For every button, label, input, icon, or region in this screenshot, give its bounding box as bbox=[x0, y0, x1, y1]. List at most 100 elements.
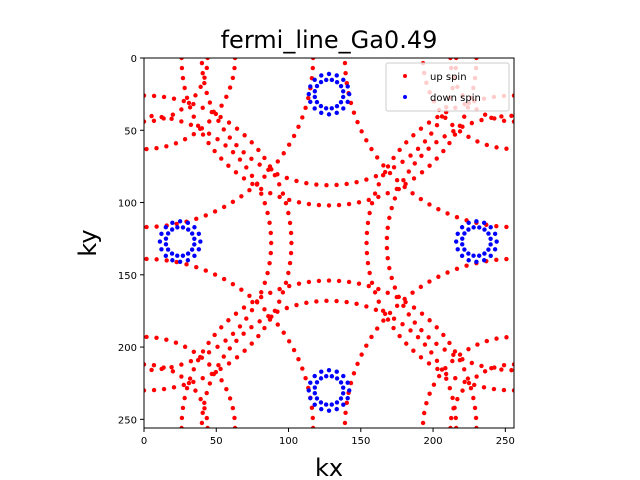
up-spin-point bbox=[448, 415, 454, 421]
up-spin-point bbox=[281, 151, 286, 156]
up-spin-point bbox=[250, 181, 255, 187]
up-spin-point bbox=[473, 415, 479, 421]
up-spin-point bbox=[442, 134, 447, 139]
up-spin-point bbox=[144, 256, 149, 262]
up-spin-point bbox=[434, 123, 440, 128]
down-spin-point bbox=[474, 219, 479, 224]
down-spin-point bbox=[157, 239, 163, 244]
up-spin-point bbox=[397, 147, 402, 153]
up-spin-point bbox=[391, 325, 396, 331]
up-spin-point bbox=[381, 318, 386, 323]
up-spin-point bbox=[249, 341, 254, 346]
up-spin-point bbox=[199, 420, 205, 426]
up-spin-point bbox=[419, 170, 425, 175]
up-spin-point bbox=[374, 326, 380, 331]
up-spin-point bbox=[184, 386, 190, 391]
up-spin-point bbox=[474, 58, 479, 61]
up-spin-point bbox=[256, 147, 261, 153]
up-spin-point bbox=[447, 340, 452, 346]
up-spin-point bbox=[429, 350, 434, 355]
up-spin-point bbox=[364, 240, 369, 246]
up-spin-point bbox=[221, 276, 227, 282]
down-spin-point bbox=[196, 231, 202, 237]
up-spin-point bbox=[179, 362, 184, 367]
legend-label-up-spin: up spin bbox=[430, 72, 467, 83]
up-spin-point bbox=[207, 119, 212, 124]
up-spin-point bbox=[249, 156, 254, 161]
up-spin-point bbox=[170, 369, 176, 374]
up-spin-point bbox=[351, 110, 357, 115]
up-spin-point bbox=[191, 132, 196, 137]
up-spin-point bbox=[144, 119, 147, 124]
up-spin-point bbox=[268, 250, 273, 256]
up-spin-point bbox=[287, 260, 293, 266]
up-spin-point bbox=[511, 362, 514, 367]
up-spin-point bbox=[230, 149, 236, 155]
up-spin-point bbox=[465, 376, 471, 381]
up-spin-point bbox=[227, 396, 233, 401]
up-spin-point bbox=[376, 182, 381, 187]
up-spin-point bbox=[369, 201, 375, 206]
down-spin-point bbox=[159, 247, 164, 252]
legend-marker-up-spin bbox=[403, 74, 407, 78]
up-spin-point bbox=[258, 294, 264, 300]
up-spin-point bbox=[272, 172, 278, 178]
up-spin-point bbox=[439, 367, 445, 372]
down-spin-point bbox=[462, 231, 467, 236]
up-spin-point bbox=[373, 174, 379, 179]
down-spin-point bbox=[175, 225, 180, 230]
up-spin-point bbox=[227, 85, 233, 90]
up-spin-point bbox=[387, 265, 392, 271]
up-spin-point bbox=[215, 344, 220, 349]
up-spin-point bbox=[262, 155, 267, 161]
up-spin-point bbox=[159, 366, 164, 372]
down-spin-point bbox=[314, 380, 320, 385]
down-spin-point bbox=[312, 373, 317, 379]
up-spin-point bbox=[188, 122, 194, 127]
up-spin-point bbox=[419, 311, 425, 316]
up-spin-point bbox=[364, 250, 370, 256]
up-spin-point bbox=[454, 214, 460, 220]
up-spin-point bbox=[436, 274, 441, 279]
down-spin-point bbox=[345, 380, 350, 385]
up-spin-point bbox=[366, 197, 371, 203]
down-spin-point bbox=[460, 242, 465, 247]
up-spin-point bbox=[457, 357, 463, 363]
up-spin-point bbox=[354, 301, 359, 307]
up-spin-point bbox=[472, 405, 478, 411]
legend-marker-down-spin bbox=[403, 95, 407, 99]
up-spin-point bbox=[207, 362, 212, 367]
up-spin-point bbox=[342, 420, 348, 426]
up-spin-point bbox=[367, 270, 372, 276]
y-axis: 0 50 100 150 200 250 bbox=[118, 54, 144, 426]
up-spin-point bbox=[191, 349, 196, 354]
up-spin-point bbox=[376, 194, 381, 200]
up-spin-point bbox=[287, 220, 293, 226]
up-spin-point bbox=[170, 112, 176, 117]
up-spin-point bbox=[186, 380, 192, 386]
up-spin-point bbox=[296, 357, 301, 362]
up-spin-point bbox=[387, 170, 393, 176]
up-spin-point bbox=[422, 139, 428, 144]
up-spin-point bbox=[199, 60, 205, 66]
up-spin-point bbox=[310, 58, 316, 61]
up-spin-point bbox=[408, 328, 413, 333]
down-spin-point bbox=[482, 251, 487, 256]
up-spin-point bbox=[324, 298, 329, 304]
up-spin-point bbox=[336, 202, 342, 208]
plot-background bbox=[144, 58, 514, 428]
up-spin-point bbox=[268, 290, 273, 295]
up-spin-point bbox=[230, 405, 236, 411]
up-spin-point bbox=[256, 333, 261, 339]
up-spin-point bbox=[232, 58, 238, 61]
up-spin-point bbox=[356, 281, 362, 286]
up-spin-point bbox=[144, 93, 147, 98]
up-spin-point bbox=[291, 347, 297, 353]
down-spin-point bbox=[312, 390, 318, 396]
down-spin-point bbox=[177, 219, 183, 224]
up-spin-point bbox=[164, 258, 169, 263]
down-spin-point bbox=[466, 251, 471, 256]
x-tick-label: 200 bbox=[424, 436, 443, 447]
up-spin-point bbox=[203, 268, 208, 273]
up-spin-point bbox=[443, 366, 448, 371]
